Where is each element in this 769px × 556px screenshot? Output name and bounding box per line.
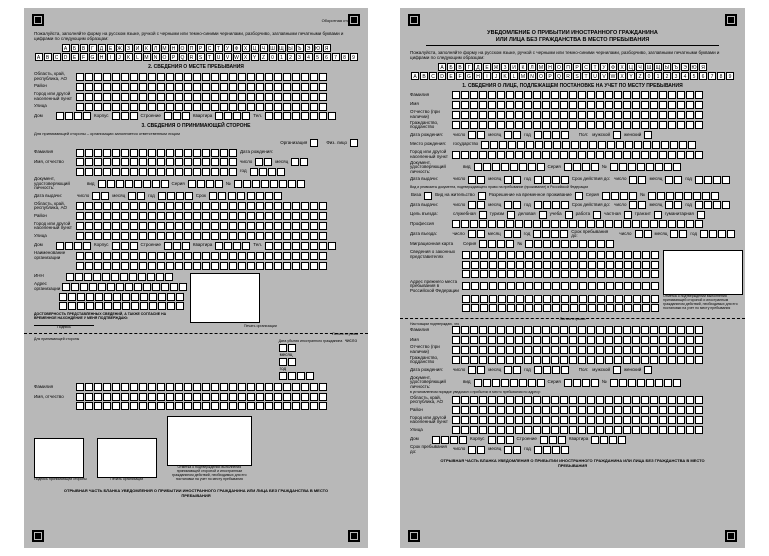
confirm-block: ИННАдрес организации ДОСТОВЕРНОСТЬ ПРЕДС… xyxy=(34,273,358,323)
section-3-title: 3. СВЕДЕНИЯ О ПРИНИМАЮЩЕЙ СТОРОНЕ xyxy=(34,123,358,129)
host-sig-box xyxy=(34,438,84,478)
rep-addr-block: Сведения о законных представителяхАдрес … xyxy=(410,250,735,314)
section-3-fields: ОрганизацияФиз. лицоФамилияДата рождения… xyxy=(34,139,358,270)
for-host-label: Для принимающей стороны xyxy=(34,338,79,380)
mark-box xyxy=(663,250,743,295)
footer-text: ОТРЫВНАЯ ЧАСТЬ БЛАНКА УВЕДОМЛЕНИЯ О ПРИБ… xyxy=(34,488,358,498)
tear-label: Линия отрыва xyxy=(560,316,586,321)
left-page: Оборотная сторона Пожалуйста, заполняйте… xyxy=(24,8,368,548)
main-title: УВЕДОМЛЕНИЕ О ПРИБЫТИИ ИНОСТРАННОГО ГРАЖ… xyxy=(410,30,735,43)
inn-addr-block: ИННАдрес организации xyxy=(34,273,184,311)
corner-marker xyxy=(725,530,737,542)
instruction: Пожалуйста, заполняйте форму на русском … xyxy=(34,31,358,41)
section-1-title: 1. СВЕДЕНИЯ О ЛИЦЕ, ПОДЛЕЖАЩЕМ ПОСТАНОВК… xyxy=(410,83,735,89)
right-page: УВЕДОМЛЕНИЕ О ПРИБЫТИИ ИНОСТРАННОГО ГРАЖ… xyxy=(400,8,745,548)
section-2-fields: Область, край, республика, АОРайонГород … xyxy=(34,72,358,120)
signature-row: Подпись принимающей стороны Печать орган… xyxy=(34,416,358,481)
departure-block: Дата убытия иностранного гражданина числ… xyxy=(279,338,358,380)
corner-marker xyxy=(408,14,420,26)
alphabet-sample: АБВГДЕЖЗИКЛМНОПРСТУФХЦЧШЩЫЪЭЮЯABCDEFGHIJ… xyxy=(34,44,358,61)
tear-line: Линия отрыва xyxy=(24,333,368,334)
sig-label: Подпись xyxy=(34,325,94,330)
alphabet-sample: АБВГДЕЖЗИКЛМНОПРСТУФХЦЧШЩЫЪЭЮЯABCDEFGHIJ… xyxy=(410,63,735,80)
section-2-title: 2. СВЕДЕНИЯ О МЕСТЕ ПРЕБЫВАНИЯ xyxy=(34,64,358,70)
corner-marker xyxy=(32,530,44,542)
corner-marker xyxy=(348,530,360,542)
corner-marker xyxy=(32,14,44,26)
corner-marker xyxy=(408,530,420,542)
tear-line: Линия отрыва xyxy=(400,318,745,319)
seal-label: Печать организации xyxy=(244,325,277,330)
corner-marker xyxy=(348,14,360,26)
back-side-label: Оборотная сторона xyxy=(34,18,358,23)
detach-fields: ФамилияИмяОтчество (при наличии)Гражданс… xyxy=(410,326,735,454)
mark-box xyxy=(167,416,252,466)
detach-fields: ФамилияИмя, отчество xyxy=(34,383,358,410)
tear-label: Линия отрыва xyxy=(332,331,358,336)
footer-text: ОТРЫВНАЯ ЧАСТЬ БЛАНКА УВЕДОМЛЕНИЯ О ПРИБ… xyxy=(410,458,735,468)
org-seal-box xyxy=(97,438,157,478)
section-1-fields: ФамилияИмяОтчество (при наличии)Гражданс… xyxy=(410,91,735,248)
confirm-text: ДОСТОВЕРНОСТЬ ПРЕДСТАВЛЕННЫХ СВЕДЕНИЙ, А… xyxy=(34,313,184,321)
host-instruction: Для принимающей стороны – организации за… xyxy=(34,131,358,136)
corner-marker xyxy=(725,14,737,26)
instruction: Пожалуйста, заполняйте форму на русском … xyxy=(410,50,735,60)
seal-box xyxy=(190,273,260,323)
